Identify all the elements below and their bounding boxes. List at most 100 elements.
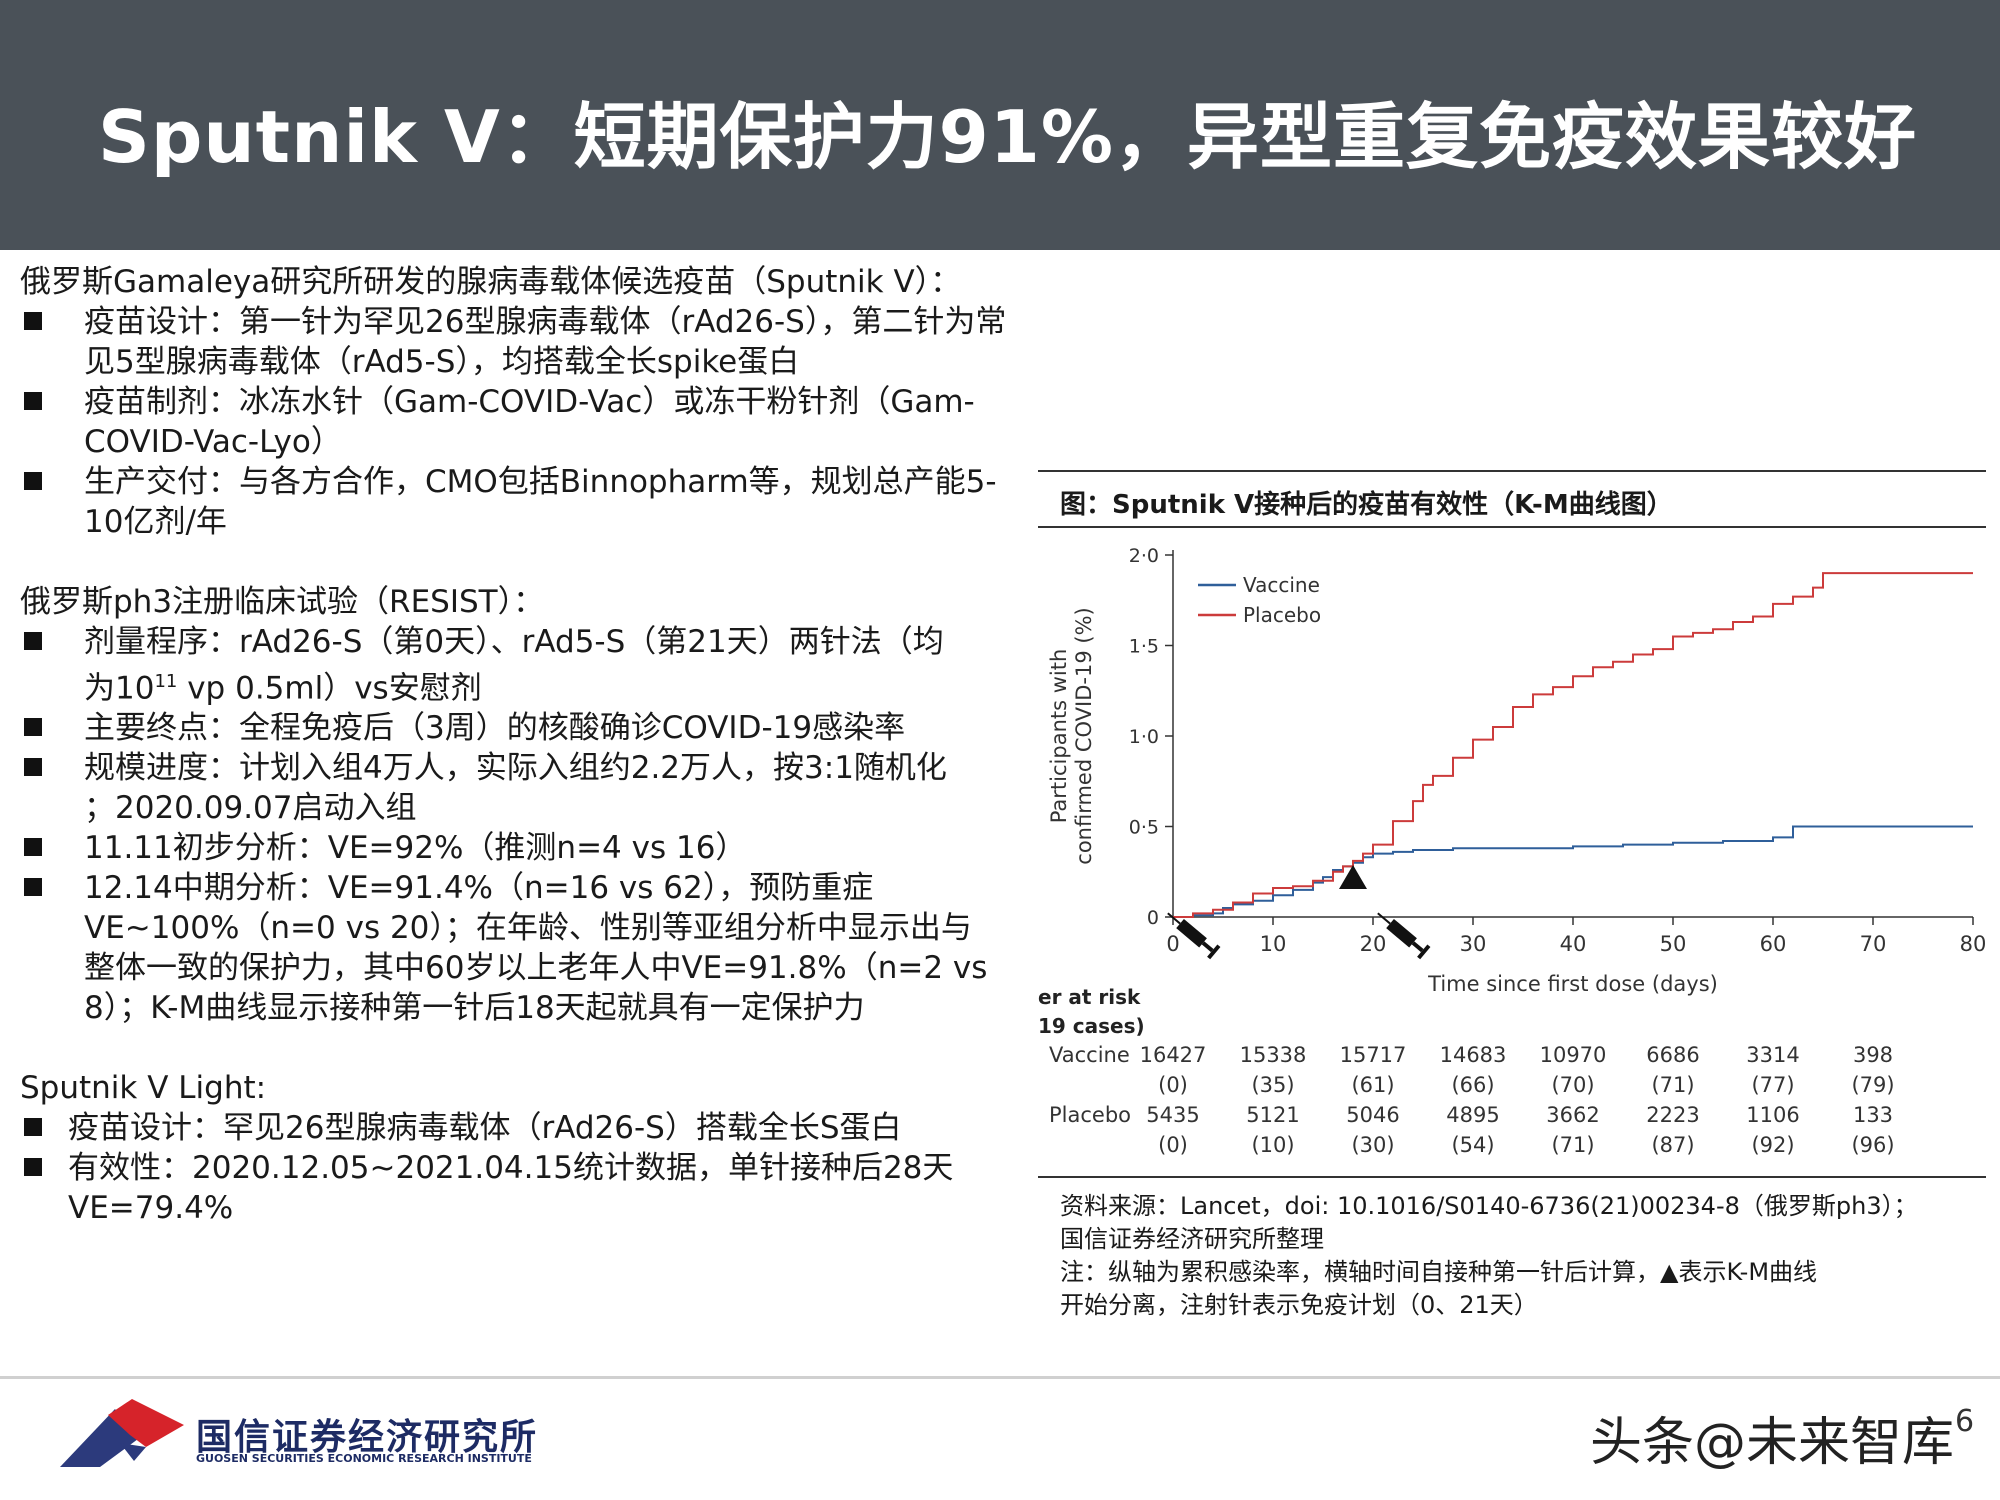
y-tick-label: 0 (1147, 907, 1159, 929)
bullet-square-icon (24, 838, 42, 857)
bullet-square-icon (24, 718, 42, 737)
light-heading: Sputnik V Light: (20, 1070, 267, 1107)
divider (1038, 526, 1986, 528)
bullet-square-icon (24, 392, 42, 410)
list-item: 有效性：2020.12.05~2021.04.15统计数据，单针接种后28天 VE… (20, 1148, 1020, 1228)
divider (1038, 470, 1986, 472)
note-line: 注：纵轴为累积感染率，横轴时间自接种第一针后计算，▲表示K-M曲线 (1060, 1258, 1818, 1286)
x-tick-label: 30 (1460, 932, 1487, 956)
legend-label-placebo: Placebo (1243, 603, 1321, 627)
list-item: 疫苗制剂：冰冻水针（Gam-COVID-Vac）或冻干粉针剂（Gam-COVID… (20, 382, 1020, 462)
y-axis-label: Participants with (1047, 649, 1071, 824)
risk-count: 6686 (1646, 1043, 1699, 1067)
trial-bullets: 剂量程序：rAd26-S（第0天）、rAd5-S（第21天）两针法（均 为1011… (20, 622, 1020, 1028)
y-tick-label: 1·0 (1129, 726, 1159, 748)
note-line: 开始分离，注射针表示免疫计划（0、21天） (1060, 1291, 1538, 1319)
risk-table-heading: er at risk (1038, 985, 1141, 1009)
risk-cases: (66) (1451, 1073, 1494, 1097)
risk-cases: (30) (1351, 1133, 1394, 1157)
risk-count: 133 (1853, 1103, 1893, 1127)
bullet-square-icon (24, 1118, 42, 1137)
watermark: 头条@未来智库 (1590, 1413, 1955, 1473)
list-item: 疫苗设计：第一针为罕见26型腺病毒载体（rAd26-S），第二针为常见5型腺病毒… (20, 302, 1020, 382)
risk-cases: (77) (1751, 1073, 1794, 1097)
list-item: 疫苗设计：罕见26型腺病毒载体（rAd26-S）搭载全长S蛋白 (20, 1108, 1020, 1148)
left-text-panel: 俄罗斯Gamaleya研究所研发的腺病毒载体候选疫苗（Sputnik V）： 疫… (20, 262, 1020, 1228)
bullet-square-icon (24, 1158, 42, 1177)
x-tick-label: 0 (1166, 932, 1179, 956)
risk-count: 3662 (1546, 1103, 1599, 1127)
title-bar: Sputnik V：短期保护力91%，异型重复免疫效果较好 (0, 0, 2000, 250)
risk-count: 5121 (1246, 1103, 1299, 1127)
x-tick-label: 50 (1660, 932, 1687, 956)
triangle-marker-icon (1339, 865, 1367, 889)
x-tick-label: 70 (1860, 932, 1887, 956)
list-item: 11.11初步分析：VE=92%（推测n=4 vs 16） (20, 828, 1020, 868)
guosen-logo-icon (60, 1399, 184, 1467)
bullet-square-icon (24, 472, 42, 490)
y-tick-label: 0·5 (1129, 817, 1159, 839)
risk-row-label: Placebo (1049, 1103, 1131, 1127)
light-bullets: 疫苗设计：罕见26型腺病毒载体（rAd26-S）搭载全长S蛋白 有效性：2020… (20, 1108, 1020, 1228)
x-axis-label: Time since first dose (days) (1427, 972, 1718, 996)
syringe-icon (1167, 912, 1221, 960)
list-item: 生产交付：与各方合作，CMO包括Binnopharm等，规划总产能5-10亿剂/… (20, 462, 1020, 542)
risk-count: 5435 (1146, 1103, 1199, 1127)
x-tick-label: 80 (1960, 932, 1986, 956)
risk-cases: (71) (1551, 1133, 1594, 1157)
risk-cases: (0) (1158, 1073, 1188, 1097)
risk-count: 3314 (1746, 1043, 1799, 1067)
risk-cases: (71) (1651, 1073, 1694, 1097)
risk-count: 5046 (1346, 1103, 1399, 1127)
risk-count: 14683 (1440, 1043, 1507, 1067)
risk-count: 2223 (1646, 1103, 1699, 1127)
risk-cases: (87) (1651, 1133, 1694, 1157)
source-line: 国信证券经济研究所整理 (1060, 1225, 1324, 1253)
bullet-square-icon (24, 312, 42, 330)
y-axis-label: confirmed COVID-19 (%) (1072, 607, 1096, 864)
risk-cases: (54) (1451, 1133, 1494, 1157)
risk-count: 4895 (1446, 1103, 1499, 1127)
y-tick-label: 2·0 (1129, 545, 1159, 567)
legend-label-vaccine: Vaccine (1243, 573, 1320, 597)
logo-text-cn: 国信证券经济研究所 (196, 1417, 539, 1458)
risk-table-heading: 19 cases) (1038, 1014, 1145, 1038)
x-tick-label: 20 (1360, 932, 1387, 956)
intro-bullets: 疫苗设计：第一针为罕见26型腺病毒载体（rAd26-S），第二针为常见5型腺病毒… (20, 302, 1020, 542)
risk-cases: (0) (1158, 1133, 1188, 1157)
logo-text-en: GUOSEN SECURITIES ECONOMIC RESEARCH INST… (196, 1452, 532, 1465)
risk-count: 15717 (1340, 1043, 1407, 1067)
risk-cases: (92) (1751, 1133, 1794, 1157)
x-tick-label: 40 (1560, 932, 1587, 956)
series-line-vaccine (1173, 825, 1973, 918)
chart-title: 图：Sputnik V接种后的疫苗有效性（K-M曲线图） (1060, 490, 1673, 520)
list-item: 规模进度：计划入组4万人，实际入组约2.2万人，按3:1随机化 ；2020.09.… (20, 748, 1020, 828)
divider (1038, 1176, 1986, 1178)
series-line-placebo (1173, 572, 1973, 918)
intro-heading: 俄罗斯Gamaleya研究所研发的腺病毒载体候选疫苗（Sputnik V）： (20, 264, 962, 300)
km-chart: 0 0·5 1·0 1·5 2·0 0 10 20 30 40 50 60 70 80 Time since… (1038, 545, 1986, 1157)
syringe-icon (1377, 912, 1431, 960)
risk-count: 10970 (1540, 1043, 1607, 1067)
risk-cases: (79) (1851, 1073, 1894, 1097)
risk-count: 1106 (1746, 1103, 1799, 1127)
list-item: 12.14中期分析：VE=91.4%（n=16 vs 62），预防重症 VE~10… (20, 868, 1020, 1028)
x-tick-label: 10 (1260, 932, 1287, 956)
footer-divider (0, 1376, 2000, 1379)
risk-cases: (10) (1251, 1133, 1294, 1157)
page-number: 6 (1955, 1404, 1975, 1439)
source-line: 资料来源：Lancet，doi: 10.1016/S0140-6736(21)0… (1060, 1192, 1918, 1220)
risk-cases: (70) (1551, 1073, 1594, 1097)
trial-heading: 俄罗斯ph3注册临床试验（RESIST）： (20, 584, 545, 620)
risk-cases: (35) (1251, 1073, 1294, 1097)
y-tick-label: 1·5 (1129, 636, 1159, 658)
risk-cases: (96) (1851, 1133, 1894, 1157)
risk-row-label: Vaccine (1049, 1043, 1130, 1067)
risk-cases: (61) (1351, 1073, 1394, 1097)
bullet-square-icon (24, 878, 42, 897)
bullet-square-icon (24, 632, 42, 650)
risk-count: 398 (1853, 1043, 1893, 1067)
bullet-square-icon (24, 758, 42, 777)
page-title: Sputnik V：短期保护力91%，异型重复免疫效果较好 (98, 95, 1918, 179)
list-item: 主要终点：全程免疫后（3周）的核酸确诊COVID-19感染率 (20, 708, 1020, 748)
